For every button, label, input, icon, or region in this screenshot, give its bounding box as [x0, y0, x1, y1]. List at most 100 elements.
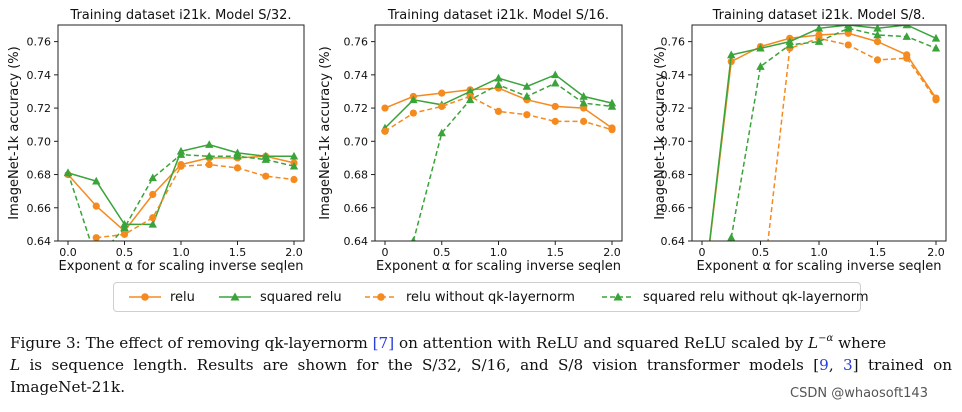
- data-point-squared-relu: [148, 219, 157, 228]
- data-point-relu-no-qkln: [409, 109, 417, 117]
- citation-link-3[interactable]: 3: [843, 356, 853, 374]
- y-tick-label: 0.76: [344, 36, 369, 49]
- figure-caption: Figure 3: The effect of removing qk-laye…: [10, 328, 952, 398]
- data-point-relu: [438, 89, 446, 97]
- data-point-relu: [381, 104, 389, 112]
- chart-title: Training dataset i21k. Model S/8.: [712, 8, 926, 23]
- y-axis-label: ImageNet-1k accuracy (%): [318, 46, 333, 219]
- data-point-relu-no-qkln: [494, 107, 503, 115]
- series-line-squared-relu-no-qkln: [730, 27, 937, 238]
- caption-text-4: is sequence length. Results are shown fo…: [20, 356, 820, 374]
- data-point-relu-no-qkln: [290, 175, 298, 184]
- legend-swatch-relu-no-qkln: [365, 293, 397, 301]
- data-point-relu-no-qkln: [149, 214, 157, 222]
- y-tick-label: 0.70: [661, 135, 686, 148]
- data-point-relu-no-qkln: [177, 162, 185, 170]
- y-tick-label: 0.66: [661, 202, 686, 215]
- y-tick-label: 0.70: [344, 135, 369, 148]
- data-point-squared-relu: [92, 176, 101, 185]
- legend-label-squared-relu-no-qkln: squared relu without qk-layernorm: [643, 289, 869, 305]
- legend-item-relu: relu: [128, 283, 195, 311]
- data-point-relu-no-qkln: [932, 96, 940, 104]
- watermark: CSDN @whaosoft143: [790, 386, 928, 401]
- series-squared-relu-no-qkln-panel-1: [63, 150, 299, 241]
- data-point-relu-no-qkln: [523, 111, 531, 119]
- caption-math-L: L: [808, 334, 819, 352]
- y-tick-label: 0.74: [344, 69, 369, 82]
- x-tick-label: 1.0: [810, 246, 828, 259]
- data-point-squared-relu-no-qkln: [873, 30, 882, 39]
- data-point-squared-relu-no-qkln: [289, 161, 299, 170]
- legend-label-relu-no-qkln: relu without qk-layernorm: [406, 289, 575, 305]
- data-point-squared-relu-no-qkln: [522, 92, 532, 100]
- data-point-squared-relu-no-qkln: [437, 128, 446, 137]
- legend-swatch-relu: [129, 293, 161, 301]
- series-squared-relu-panel-3: [708, 25, 941, 241]
- caption-text-5: ] trained on ImageNet-21k.: [10, 356, 953, 396]
- data-point-squared-relu: [522, 82, 532, 90]
- data-point-relu-no-qkln: [873, 56, 882, 64]
- data-point-relu: [873, 38, 882, 46]
- legend-swatch-squared-relu: [219, 292, 251, 301]
- data-point-squared-relu-no-qkln: [727, 233, 736, 241]
- caption-text-3: where: [833, 334, 887, 352]
- x-axis-label: Exponent α for scaling inverse seqlen: [697, 259, 942, 274]
- series-relu-no-qkln-panel-1: [92, 160, 298, 241]
- figure-panels: 0.0 0.5 1.0 1.5 2.00.640.660.680.700.720.740…: [7, 8, 947, 274]
- y-axis-label: ImageNet-1k accuracy (%): [7, 46, 22, 219]
- caption-math-L-2: L: [10, 356, 21, 374]
- x-tick-label: 2.0: [285, 246, 303, 259]
- data-point-squared-relu-no-qkln: [410, 236, 416, 241]
- data-point-squared-relu-no-qkln: [814, 37, 824, 45]
- legend-item-relu-no-qkln: relu without qk-layernorm: [364, 283, 575, 311]
- data-point-squared-relu-no-qkln: [551, 78, 560, 87]
- series-squared-relu-no-qkln-panel-2: [410, 78, 617, 241]
- y-tick-label: 0.72: [27, 102, 52, 115]
- data-point-squared-relu-no-qkln: [785, 40, 794, 49]
- x-tick-label: 0.5: [752, 246, 770, 259]
- x-tick-label: 2.0: [927, 246, 945, 259]
- x-tick-label: 1.5: [869, 246, 887, 259]
- data-point-squared-relu-no-qkln: [902, 32, 911, 40]
- data-point-squared-relu: [814, 25, 824, 32]
- citation-link-9[interactable]: 9: [819, 356, 829, 374]
- data-point-squared-relu-no-qkln: [579, 98, 588, 107]
- data-point-relu-no-qkln: [903, 54, 911, 62]
- x-tick-label: 1.0: [172, 246, 190, 259]
- y-tick-label: 0.68: [27, 169, 52, 182]
- data-point-squared-relu: [579, 92, 588, 100]
- data-point-squared-relu: [409, 95, 418, 104]
- data-point-squared-relu-no-qkln: [844, 25, 853, 32]
- data-point-relu-no-qkln: [381, 127, 389, 135]
- legend: relu squared relu relu without qk-layern…: [113, 282, 869, 312]
- data-point-squared-relu-no-qkln: [261, 155, 270, 163]
- series-line-squared-relu-no-qkln: [412, 82, 613, 241]
- x-axis-label: Exponent α for scaling inverse seqlen: [376, 259, 621, 274]
- chart-panel-2: 0 0.5 1.0 1.5 2.0 0.64 0.66 0.68 0.70 0.72 0.74 0.7…: [318, 8, 623, 274]
- y-tick-label: 0.72: [344, 102, 369, 115]
- data-point-relu-no-qkln: [844, 41, 852, 49]
- data-point-squared-relu-no-qkln: [120, 223, 129, 232]
- data-point-relu-no-qkln: [92, 234, 100, 241]
- y-axis-label: ImageNet-1k accuracy (%): [653, 46, 668, 219]
- y-tick-label: 0.74: [27, 69, 52, 82]
- data-point-squared-relu: [465, 87, 475, 95]
- x-tick-label: 1.5: [547, 246, 565, 259]
- chart-panel-3: 0 0.5 1.0 1.5 2.0 0.64 0.66 0.68 0.70 0.72 0.74 0.7…: [653, 8, 947, 274]
- x-tick-label: 1.5: [229, 246, 247, 259]
- data-point-squared-relu-no-qkln: [205, 151, 214, 160]
- chart-panel-1: 0.0 0.5 1.0 1.5 2.0 0.64 0.66 0.68 0.70 0.72 0.74 0…: [7, 8, 305, 274]
- data-point-squared-relu: [902, 25, 911, 29]
- data-point-relu-no-qkln: [262, 172, 270, 180]
- chart-title: Training dataset i21k. Model S/16.: [387, 8, 609, 23]
- data-point-squared-relu: [931, 33, 941, 42]
- x-tick-label: 0: [382, 246, 389, 259]
- data-point-squared-relu: [756, 43, 765, 52]
- legend-item-squared-relu-no-qkln: squared relu without qk-layernorm: [601, 283, 869, 311]
- legend-swatch-squared-relu-no-qkln: [602, 292, 634, 301]
- caption-math-exponent: −α: [818, 333, 834, 344]
- x-tick-label: 2.0: [603, 246, 621, 259]
- x-tick-label: 0.5: [433, 246, 451, 259]
- citation-link-7[interactable]: [7]: [372, 334, 395, 352]
- data-point-squared-relu-no-qkln: [494, 80, 503, 89]
